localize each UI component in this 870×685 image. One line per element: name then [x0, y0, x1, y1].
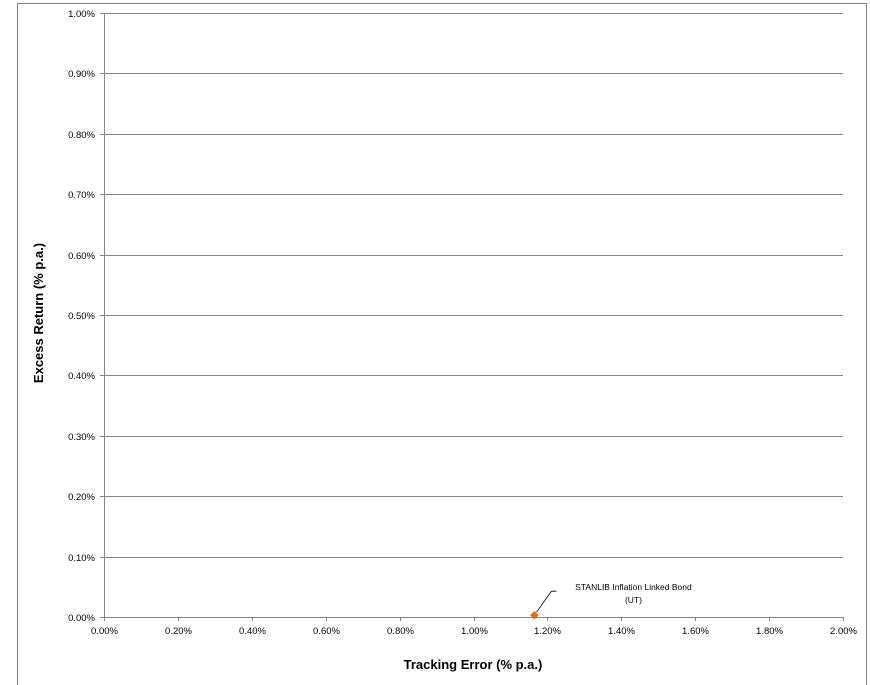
- y-tick-label: 0.40%: [68, 371, 95, 382]
- y-tick-label: 0.10%: [68, 553, 95, 564]
- x-tick-label: 1.60%: [682, 626, 709, 637]
- y-tick-label: 0.30%: [68, 432, 95, 443]
- data-points: STANLIB Inflation Linked Bond (UT): [530, 582, 692, 620]
- x-tick-label: 0.60%: [313, 626, 340, 637]
- x-tick-label: 0.00%: [91, 626, 118, 637]
- x-tick-label: 0.20%: [165, 626, 192, 637]
- y-axis-ticks: 0.00% 0.10% 0.20% 0.30% 0.40% 0.50% 0.60% 0.70%…: [68, 9, 843, 624]
- x-axis-title: Tracking Error (% p.a.): [404, 657, 543, 672]
- x-tick-label: 1.00%: [461, 626, 488, 637]
- y-tick-label: 0.70%: [68, 190, 95, 201]
- y-tick-label: 0.50%: [68, 311, 95, 322]
- chart-border: [17, 3, 867, 685]
- scatter-point: [530, 610, 539, 620]
- x-tick-label: 1.40%: [608, 626, 635, 637]
- y-axis-title: Excess Return (% p.a.): [31, 243, 46, 383]
- y-tick-label: 0.80%: [68, 130, 95, 141]
- y-tick-label: 0.20%: [68, 492, 95, 503]
- x-tick-label: 1.20%: [534, 626, 561, 637]
- point-leader-line: [536, 590, 557, 613]
- x-tick-label: 0.80%: [387, 626, 414, 637]
- y-tick-label: 0.90%: [68, 69, 95, 80]
- point-label: (UT): [625, 595, 642, 605]
- y-tick-label: 0.60%: [68, 251, 95, 262]
- x-tick-label: 2.00%: [830, 626, 857, 637]
- x-axis-ticks: 0.00% 0.20% 0.40% 0.60% 0.80% 1.00% 1.20% 1.40%…: [91, 617, 858, 637]
- y-tick-label: 0.00%: [68, 613, 95, 624]
- point-label: STANLIB Inflation Linked Bond: [575, 582, 692, 592]
- y-tick-label: 1.00%: [68, 9, 95, 20]
- x-tick-label: 1.80%: [756, 626, 783, 637]
- x-tick-label: 0.40%: [239, 626, 266, 637]
